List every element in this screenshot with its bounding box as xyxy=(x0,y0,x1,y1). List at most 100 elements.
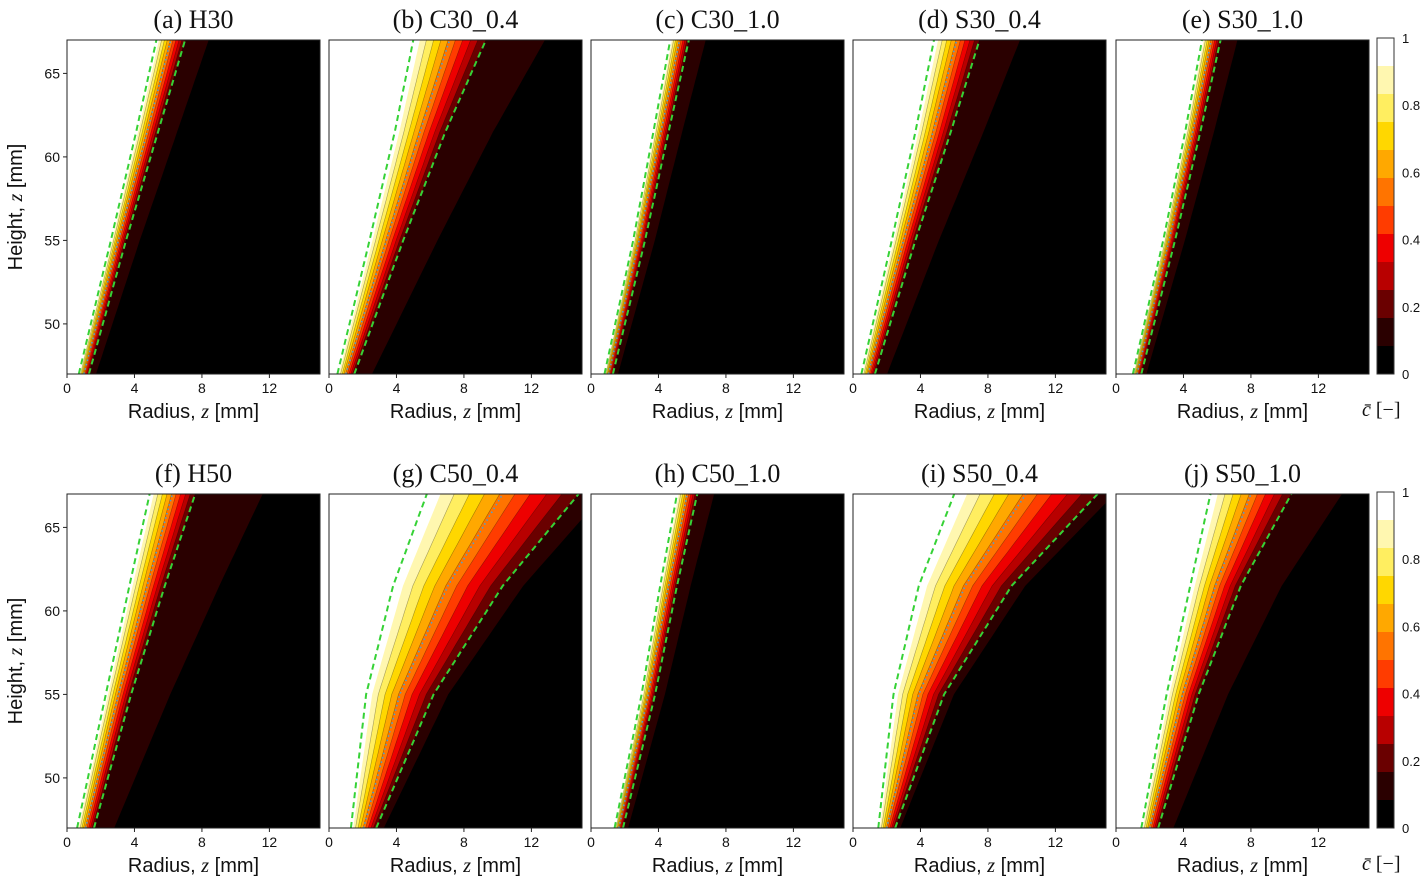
outer-flame-edge-line xyxy=(622,494,699,828)
colorbar-segment xyxy=(1377,178,1394,207)
colorbar-segment xyxy=(1377,122,1394,151)
outer-flame-edge-line xyxy=(611,40,690,374)
x-tick-label: 0 xyxy=(849,380,857,396)
colorbar-tick-label: 1 xyxy=(1402,31,1409,46)
x-tick-label: 0 xyxy=(325,380,333,396)
x-tick-label: 0 xyxy=(63,834,71,850)
mid-flame-line xyxy=(867,40,958,374)
x-tick-label: 12 xyxy=(1311,380,1327,396)
colorbar-segment xyxy=(1377,318,1394,347)
colorbar-segment xyxy=(1377,800,1394,829)
panel-frame xyxy=(590,493,845,829)
colorbar-segment xyxy=(1377,66,1394,95)
x-tick-label: 4 xyxy=(393,834,401,850)
colorbar-segment xyxy=(1377,492,1394,521)
inner-flame-edge-line xyxy=(877,494,956,828)
colorbar-segment xyxy=(1377,150,1394,179)
y-axis-label: Height, z [mm] xyxy=(5,144,27,271)
inner-flame-edge-line xyxy=(1131,40,1203,374)
x-tick-label: 8 xyxy=(1247,380,1255,396)
colorbar-segment xyxy=(1377,716,1394,745)
inner-flame-edge-line xyxy=(613,494,678,828)
colorbar-tick-label: 0 xyxy=(1402,367,1409,382)
x-tick-label: 8 xyxy=(460,834,468,850)
contour-band-0 xyxy=(853,494,968,828)
colorbar-segment xyxy=(1377,744,1394,773)
y-tick-label: 50 xyxy=(44,316,60,332)
x-tick-label: 12 xyxy=(524,380,540,396)
colorbar-segment xyxy=(1377,94,1394,123)
colorbar-segment xyxy=(1377,290,1394,319)
contour-band-0 xyxy=(329,40,420,374)
colorbar-tick-label: 0.2 xyxy=(1402,300,1420,315)
colorbar-tick-label: 0.4 xyxy=(1402,233,1420,248)
x-axis-label: Radius, z [mm] xyxy=(652,855,783,877)
inner-flame-edge-line xyxy=(349,494,428,828)
panel-frame xyxy=(1115,39,1370,375)
y-tick-label: 60 xyxy=(44,149,60,165)
colorbar-tick-label: 0 xyxy=(1402,821,1409,836)
x-tick-label: 8 xyxy=(460,380,468,396)
panel-title: (j) S50_1.0 xyxy=(1184,459,1301,488)
x-axis-label: Radius, z [mm] xyxy=(390,855,521,877)
panel-frame xyxy=(852,493,1107,829)
x-axis-label: Radius, z [mm] xyxy=(390,401,521,423)
panel-title: (h) C50_1.0 xyxy=(655,459,781,488)
colorbar-1: 1 0.8 0.6 0.4 0.2 0 c̄ [−] xyxy=(1362,31,1420,421)
colorbar-tick-label: 0.6 xyxy=(1402,619,1420,634)
contour-band-0 xyxy=(853,40,939,374)
contour-band-0 xyxy=(67,494,154,828)
contour-band-0 xyxy=(1116,40,1204,374)
x-tick-label: 8 xyxy=(722,380,730,396)
x-tick-label: 8 xyxy=(198,380,206,396)
contour-band-0 xyxy=(591,40,672,374)
colorbar-tick-label: 0.2 xyxy=(1402,754,1420,769)
colorbar-tick-label: 0.6 xyxy=(1402,165,1420,180)
panel-title: (d) S30_0.4 xyxy=(918,5,1041,34)
panel-frame xyxy=(1115,493,1370,829)
x-tick-label: 4 xyxy=(131,380,139,396)
x-tick-label: 0 xyxy=(587,834,595,850)
x-tick-label: 4 xyxy=(1180,834,1188,850)
x-tick-label: 12 xyxy=(524,834,540,850)
panel-frame xyxy=(328,39,583,375)
y-tick-label: 55 xyxy=(44,232,60,248)
panel-f: (f) H50 0 4 8 12 50 55 60 65 Radius, z [mm] Height… xyxy=(5,459,321,877)
x-tick-label: 12 xyxy=(1048,380,1064,396)
outer-flame-edge-line xyxy=(873,40,981,374)
x-tick-label: 4 xyxy=(917,834,925,850)
colorbar-frame xyxy=(1376,491,1395,829)
colorbar-segment xyxy=(1377,38,1394,67)
x-axis-label: Radius, z [mm] xyxy=(1177,401,1308,423)
colorbar-segment xyxy=(1377,632,1394,661)
colorbar-tick-label: 1 xyxy=(1402,485,1409,500)
inner-flame-edge-line xyxy=(603,40,672,374)
x-tick-label: 8 xyxy=(984,834,992,850)
colorbar-segment xyxy=(1377,262,1394,291)
inner-flame-edge-line xyxy=(336,40,415,374)
x-tick-label: 0 xyxy=(587,380,595,396)
outer-flame-edge-line xyxy=(1157,494,1293,828)
panel-frame xyxy=(66,493,321,829)
x-tick-label: 4 xyxy=(917,380,925,396)
mid-flame-line xyxy=(607,40,681,374)
panel-title: (i) S50_0.4 xyxy=(921,459,1038,488)
colorbar-segment xyxy=(1377,576,1394,605)
x-tick-label: 12 xyxy=(1048,834,1064,850)
colorbar-tick-label: 0.8 xyxy=(1402,98,1420,113)
y-axis-label: Height, z [mm] xyxy=(5,598,27,725)
outer-flame-edge-line xyxy=(1140,40,1222,374)
y-tick-label: 55 xyxy=(44,686,60,702)
x-axis-label: Radius, z [mm] xyxy=(914,401,1045,423)
panel-frame xyxy=(852,39,1107,375)
y-tick-label: 60 xyxy=(44,603,60,619)
colorbar-unit-label: c̄ [−] xyxy=(1362,399,1401,421)
inner-flame-edge-line xyxy=(77,40,158,374)
outer-flame-edge-line xyxy=(87,40,187,374)
